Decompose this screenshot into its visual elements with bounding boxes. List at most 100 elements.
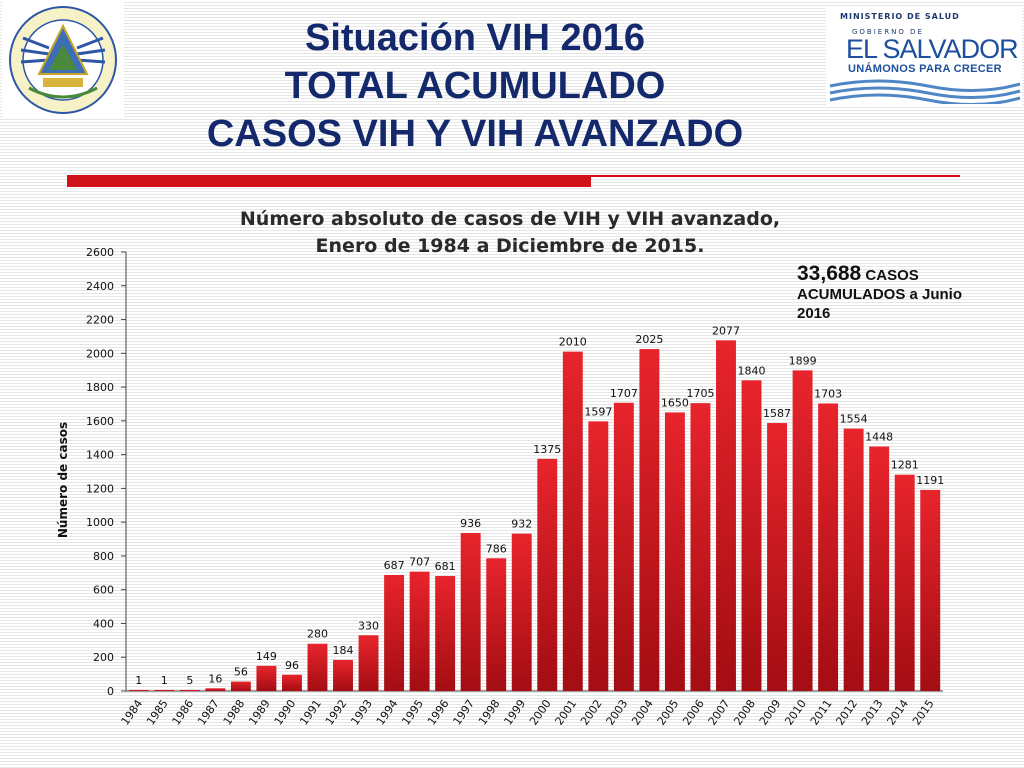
x-tick-label: 2006 — [680, 697, 707, 727]
y-tick-label: 200 — [93, 651, 114, 664]
x-tick-label: 2000 — [527, 697, 554, 727]
data-label: 330 — [358, 619, 379, 632]
government-logo: MINISTERIO DE SALUD GOBIERNO DE EL SALVA… — [826, 6, 1022, 106]
y-tick-label: 0 — [107, 685, 114, 698]
x-tick-label: 1990 — [272, 697, 299, 727]
x-tick-label: 2003 — [604, 697, 631, 727]
bar — [639, 349, 660, 691]
gobierno-label: GOBIERNO DE — [852, 28, 924, 36]
x-tick-label: 2008 — [731, 697, 758, 727]
bar — [384, 575, 405, 691]
bar — [460, 532, 481, 691]
y-tick-label: 1800 — [86, 381, 114, 394]
data-label: 1587 — [763, 407, 791, 420]
data-label: 681 — [435, 560, 456, 573]
slogan-label: UNÁMONOS PARA CRECER — [848, 63, 1002, 75]
bar — [179, 690, 200, 691]
data-label: 1448 — [865, 431, 893, 444]
data-label: 2025 — [635, 333, 663, 346]
bar — [205, 688, 226, 691]
x-tick-label: 2014 — [884, 697, 911, 727]
bar — [792, 370, 813, 691]
bar — [435, 576, 456, 691]
x-tick-label: 2012 — [833, 697, 860, 727]
title-line-3: CASOS VIH Y VIH AVANZADO — [206, 113, 744, 155]
y-tick-label: 1600 — [86, 415, 114, 428]
coat-of-arms-emblem — [9, 6, 117, 114]
title-line-2: TOTAL ACUMULADO — [284, 65, 666, 107]
bar — [767, 423, 788, 691]
x-tick-label: 1994 — [374, 697, 401, 727]
total-cases-text-2: ACUMULADOS a Junio — [797, 286, 962, 303]
x-tick-label: 1987 — [195, 697, 222, 727]
y-tick-label: 2600 — [86, 246, 114, 259]
total-cases-text-3: 2016 — [797, 305, 831, 322]
data-label: 1554 — [840, 413, 868, 426]
bar — [409, 571, 430, 691]
bar — [486, 558, 507, 691]
bar — [613, 402, 634, 691]
bar — [588, 421, 609, 691]
data-label: 2010 — [559, 336, 587, 349]
data-label: 1650 — [661, 396, 689, 409]
x-tick-label: 2005 — [655, 697, 682, 727]
data-label: 2077 — [712, 324, 740, 337]
x-axis: 1984198519861987198819891990199119921993… — [119, 690, 943, 728]
chart-title-line-2: Enero de 1984 a Diciembre de 2015. — [315, 235, 705, 257]
accent-bar — [67, 175, 591, 187]
bar — [818, 403, 839, 691]
data-label: 1840 — [738, 364, 766, 377]
x-tick-label: 2013 — [859, 697, 886, 727]
ministry-label: MINISTERIO DE SALUD — [840, 12, 960, 21]
data-label: 56 — [234, 666, 248, 679]
bar — [537, 458, 558, 691]
bar — [664, 412, 685, 691]
data-label: 96 — [285, 659, 299, 672]
data-label: 687 — [384, 559, 405, 572]
chart-title: Número absoluto de casos de VIH y VIH av… — [170, 206, 850, 260]
y-tick-label: 1400 — [86, 449, 114, 462]
data-label: 1 — [161, 674, 168, 687]
y-tick-label: 2000 — [86, 347, 114, 360]
chart-title-line-1: Número absoluto de casos de VIH y VIH av… — [239, 208, 781, 230]
x-tick-label: 1986 — [170, 697, 197, 727]
x-tick-label: 1984 — [119, 697, 146, 727]
x-tick-label: 1985 — [144, 697, 171, 727]
x-tick-label: 1988 — [221, 697, 248, 727]
x-tick-label: 2001 — [553, 697, 580, 727]
data-label: 1899 — [789, 354, 817, 367]
data-label: 936 — [460, 517, 481, 530]
y-tick-label: 1000 — [86, 516, 114, 529]
y-tick-label: 2200 — [86, 314, 114, 327]
x-tick-label: 2007 — [706, 697, 733, 727]
bar — [690, 403, 711, 691]
data-label: 5 — [186, 674, 193, 687]
data-label: 149 — [256, 650, 277, 663]
x-tick-label: 1996 — [425, 697, 452, 727]
x-tick-label: 2015 — [910, 697, 937, 727]
x-tick-label: 1992 — [323, 697, 350, 727]
bar — [894, 474, 915, 691]
data-label: 1597 — [584, 405, 612, 418]
total-cases-value: 33,688 — [797, 262, 862, 285]
data-label: 707 — [409, 556, 430, 569]
data-labels: 1 1 5 16 56 149 96 280 184 330 687 707 681 936 786 932 1… — [135, 324, 944, 687]
y-axis: 0 200 400 600 800 1000 1200 1400 1600 1800 2000 220… — [86, 246, 127, 698]
data-label: 184 — [333, 644, 354, 657]
y-axis-label: Número de casos — [56, 422, 70, 538]
data-label: 16 — [208, 672, 222, 685]
country-label: EL SALVADOR — [846, 34, 1019, 64]
data-label: 1705 — [686, 387, 714, 400]
bar — [281, 674, 302, 691]
bar — [920, 489, 941, 691]
x-tick-label: 2002 — [578, 697, 605, 727]
data-label: 280 — [307, 628, 328, 641]
x-tick-label: 1995 — [399, 697, 426, 727]
bar — [256, 665, 277, 691]
data-label: 1375 — [533, 443, 561, 456]
x-tick-label: 1993 — [348, 697, 375, 727]
y-tick-label: 1200 — [86, 482, 114, 495]
x-tick-label: 1989 — [246, 697, 273, 727]
data-label: 1191 — [916, 474, 944, 487]
bar — [154, 690, 175, 691]
